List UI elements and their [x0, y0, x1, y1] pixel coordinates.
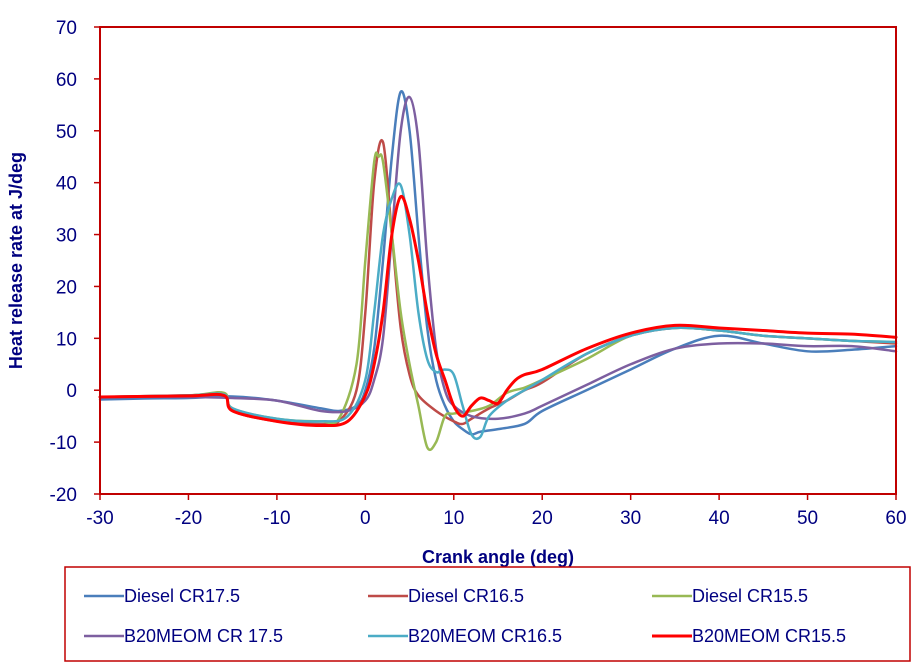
- y-tick-label: -20: [50, 485, 77, 506]
- x-tick-label: 0: [360, 508, 371, 529]
- legend-entry-label: B20MEOM CR16.5: [408, 626, 562, 646]
- y-tick-label: 30: [56, 226, 77, 247]
- x-tick-label: -30: [86, 508, 113, 529]
- legend: Diesel CR17.5 Diesel CR16.5 Diesel CR15.5 B…: [64, 566, 911, 662]
- series-line-2: [98, 139, 898, 427]
- x-tick-label: 10: [443, 508, 464, 529]
- y-tick-label: 70: [56, 18, 77, 39]
- series-line-5: [98, 182, 898, 441]
- y-tick-label: 40: [56, 174, 77, 195]
- x-tick-label: 20: [532, 508, 553, 529]
- series-line-6: [98, 194, 898, 428]
- series-line-4: [98, 95, 898, 421]
- series-layer: [98, 90, 898, 452]
- x-tick-label: 40: [709, 508, 730, 529]
- legend-entry-label: Diesel CR16.5: [408, 586, 524, 606]
- y-tick-label: 20: [56, 277, 77, 298]
- y-axis-ticks: -20 -10 0 10 20 30 40 50 60 70: [50, 18, 100, 506]
- y-tick-label: 50: [56, 122, 77, 143]
- x-tick-label: -20: [175, 508, 202, 529]
- x-axis-ticks: -30 -20 -10 0 10 20 30 40 50 60: [86, 494, 907, 529]
- legend-box: [64, 566, 911, 662]
- x-tick-label: 60: [885, 508, 906, 529]
- legend-entry-label: Diesel CR15.5: [692, 586, 808, 606]
- y-tick-label: 10: [56, 329, 77, 350]
- y-axis-title: Heat release rate at J/deg: [6, 152, 26, 369]
- x-tick-label: -10: [263, 508, 290, 529]
- legend-entry-label: Diesel CR17.5: [124, 586, 240, 606]
- x-axis-title: Crank angle (deg): [422, 547, 574, 567]
- series-line-1: [98, 90, 898, 436]
- y-tick-label: 0: [66, 381, 77, 402]
- y-tick-label: -10: [50, 433, 77, 454]
- x-tick-label: 30: [620, 508, 641, 529]
- x-tick-label: 50: [797, 508, 818, 529]
- legend-entry-label: B20MEOM CR15.5: [692, 626, 846, 646]
- legend-entry-label: B20MEOM CR 17.5: [124, 626, 283, 646]
- y-tick-label: 60: [56, 70, 77, 91]
- plot-frame: [99, 26, 897, 495]
